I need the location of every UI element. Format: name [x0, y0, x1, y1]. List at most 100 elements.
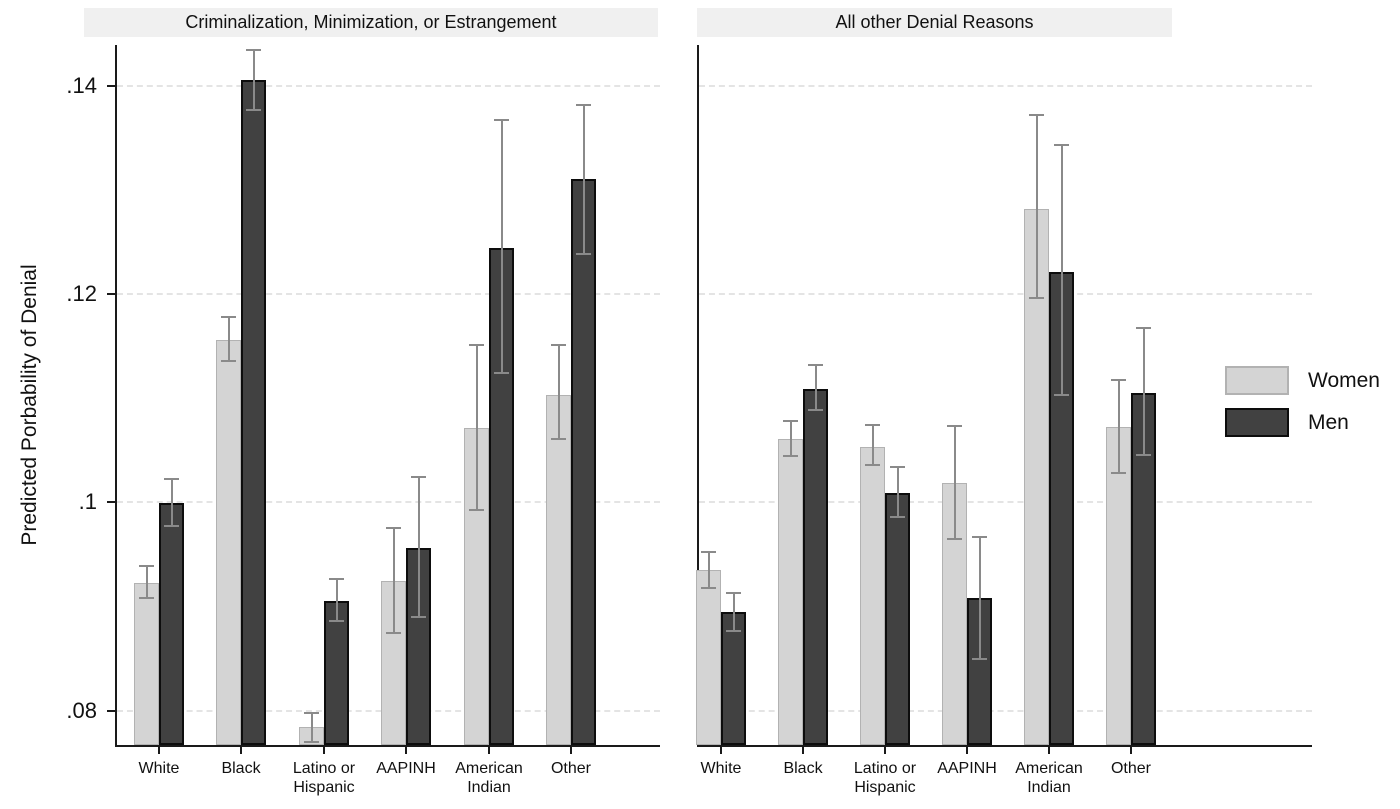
- y-tick-label-.12: .12: [66, 280, 97, 306]
- errorbar-women-black: [783, 455, 798, 458]
- errorbar-men-latino-or-hispanic: [329, 620, 344, 623]
- errorbar-women-black: [789, 421, 792, 457]
- errorbar-women-white: [139, 597, 154, 600]
- errorbar-women-aapinh: [947, 537, 962, 540]
- errorbar-men-latino-or-hispanic: [890, 515, 905, 518]
- plot-area-right: White Black Latino or Hispanic AAPINH Americ…: [696, 45, 1312, 796]
- errorbar-women-american-indian: [475, 345, 478, 510]
- bar-women-black: [216, 339, 241, 745]
- errorbar-men-aapinh: [978, 536, 981, 659]
- legend-item-women: Women: [1225, 366, 1380, 395]
- x-label-white: White: [700, 760, 742, 777]
- bar-men-black: [803, 388, 828, 745]
- errorbar-men-black: [252, 50, 255, 110]
- x-label-latino-or-hispanic: Latino or Hispanic: [853, 760, 917, 797]
- bar-women-american-indian: [464, 428, 489, 745]
- errorbar-women-other: [551, 344, 566, 346]
- x-label-white: White: [138, 760, 180, 777]
- errorbar-men-american-indian: [1060, 145, 1063, 395]
- x-tick-white: [158, 747, 160, 754]
- errorbar-women-aapinh: [386, 631, 401, 634]
- errorbar-women-american-indian: [1035, 114, 1038, 299]
- legend-swatch-men: [1225, 408, 1289, 437]
- errorbar-men-other: [1136, 327, 1151, 330]
- bar-men-white: [721, 611, 746, 745]
- bar-men-latino-or-hispanic: [885, 492, 910, 745]
- x-tick-black: [802, 747, 804, 754]
- bar-men-white: [159, 503, 184, 745]
- y-axis: .08 .1 .12 .14: [0, 45, 115, 745]
- x-tick-latino-or-hispanic: [884, 747, 886, 754]
- errorbar-women-white: [145, 565, 148, 599]
- errorbar-women-american-indian: [469, 508, 484, 511]
- gridline-.14: [699, 84, 1312, 87]
- bar-men-latino-or-hispanic: [324, 601, 349, 745]
- legend-label-men: Men: [1308, 410, 1349, 434]
- x-tick-black: [240, 747, 242, 754]
- errorbar-women-latino-or-hispanic: [304, 711, 319, 714]
- y-tick-.08: [107, 709, 115, 712]
- errorbar-men-other: [582, 105, 585, 255]
- errorbar-women-white: [707, 552, 710, 588]
- x-tick-latino-or-hispanic: [323, 747, 325, 754]
- errorbar-women-latino-or-hispanic: [310, 712, 313, 742]
- x-label-other: Other: [1110, 760, 1151, 777]
- errorbar-women-aapinh: [386, 527, 401, 530]
- errorbar-men-aapinh: [411, 476, 426, 479]
- errorbar-women-latino-or-hispanic: [304, 740, 319, 743]
- y-tick-.1: [107, 501, 115, 504]
- bar-women-black: [778, 438, 803, 745]
- errorbar-women-american-indian: [1029, 297, 1044, 300]
- errorbar-men-american-indian: [1054, 144, 1069, 146]
- gridline-.1: [117, 501, 660, 504]
- errorbar-men-black: [814, 364, 817, 410]
- errorbar-men-american-indian: [494, 119, 509, 121]
- x-label-other: Other: [550, 760, 591, 777]
- errorbar-men-other: [1142, 328, 1145, 456]
- errorbar-men-other: [1136, 454, 1151, 457]
- x-label-aapinh: AAPINH: [376, 760, 436, 777]
- bar-women-other: [1106, 427, 1131, 745]
- errorbar-men-white: [726, 591, 741, 594]
- gridline-.12: [699, 292, 1312, 295]
- errorbar-men-latino-or-hispanic: [335, 579, 338, 622]
- errorbar-men-white: [170, 479, 173, 527]
- legend-label-women: Women: [1308, 368, 1380, 392]
- plot-area-left: White Black Latino or Hispanic AAPINH Americ…: [115, 45, 660, 796]
- x-tick-aapinh: [966, 747, 968, 754]
- y-tick-label-.14: .14: [66, 72, 97, 98]
- errorbar-women-white: [701, 586, 716, 589]
- errorbar-women-latino-or-hispanic: [871, 425, 874, 465]
- errorbar-women-latino-or-hispanic: [865, 424, 880, 427]
- errorbar-men-black: [246, 108, 261, 111]
- errorbar-women-aapinh: [947, 425, 962, 428]
- errorbar-men-other: [576, 104, 591, 107]
- errorbar-women-american-indian: [469, 344, 484, 346]
- errorbar-men-american-indian: [500, 120, 503, 374]
- errorbar-men-aapinh: [417, 477, 420, 617]
- x-tick-american-indian: [1048, 747, 1050, 754]
- gridline-.14: [117, 84, 660, 87]
- errorbar-men-white: [164, 478, 179, 481]
- legend-item-men: Men: [1225, 408, 1380, 437]
- errorbar-women-black: [783, 420, 798, 423]
- errorbar-men-black: [246, 49, 261, 52]
- errorbar-women-other: [557, 345, 560, 439]
- errorbar-women-aapinh: [953, 426, 956, 539]
- errorbar-men-aapinh: [411, 615, 426, 618]
- errorbar-women-latino-or-hispanic: [865, 463, 880, 466]
- errorbar-men-white: [726, 630, 741, 633]
- y-tick-.12: [107, 292, 115, 295]
- bar-women-other: [546, 395, 571, 745]
- errorbar-men-other: [576, 253, 591, 256]
- y-tick-.14: [107, 84, 115, 87]
- errorbar-women-black: [221, 359, 236, 362]
- x-tick-white: [720, 747, 722, 754]
- x-label-aapinh: AAPINH: [937, 760, 997, 777]
- errorbar-men-aapinh: [972, 657, 987, 660]
- errorbar-women-white: [139, 564, 154, 567]
- y-tick-label-.08: .08: [66, 697, 97, 723]
- errorbar-men-white: [164, 525, 179, 528]
- errorbar-men-american-indian: [494, 372, 509, 375]
